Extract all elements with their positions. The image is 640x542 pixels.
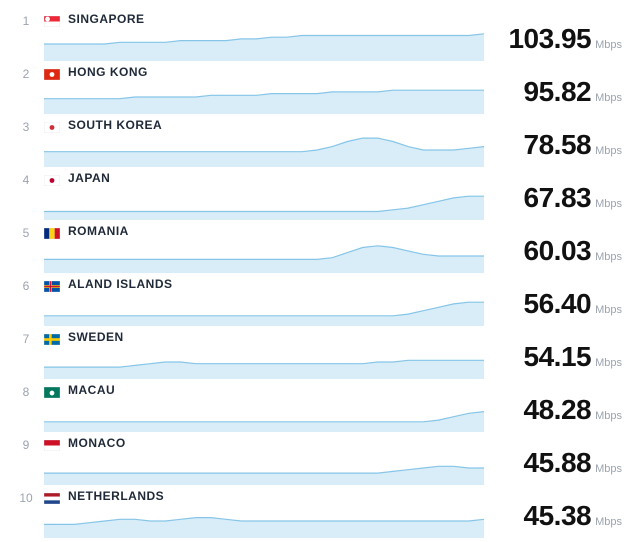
sparkline-chart	[44, 133, 484, 167]
ranking-row: 8 MACAU 48.28 Mbps	[0, 379, 640, 432]
speed-value-group: 103.95 Mbps	[494, 17, 622, 53]
flag-icon	[44, 173, 60, 184]
speed-value-group: 45.38 Mbps	[494, 494, 622, 530]
flag-icon	[44, 279, 60, 290]
speed-value-group: 67.83 Mbps	[494, 176, 622, 212]
row-body: ROMANIA	[44, 220, 484, 273]
ranking-row: 7 SWEDEN 54.15 Mbps	[0, 326, 640, 379]
flag-icon	[44, 438, 60, 449]
speed-unit: Mbps	[595, 251, 622, 263]
flag-icon	[44, 120, 60, 131]
speed-value: 95.82	[524, 78, 592, 106]
country-name: NETHERLANDS	[68, 489, 164, 503]
flag-icon	[44, 332, 60, 343]
ranking-row: 9 MONACO 45.88 Mbps	[0, 432, 640, 485]
country-name: SINGAPORE	[68, 12, 145, 26]
country-name: HONG KONG	[68, 65, 148, 79]
flag-icon	[44, 491, 60, 502]
speed-value: 56.40	[524, 290, 592, 318]
row-body: SWEDEN	[44, 326, 484, 379]
speed-value-group: 45.88 Mbps	[494, 441, 622, 477]
speed-value: 54.15	[524, 343, 592, 371]
sparkline-chart	[44, 292, 484, 326]
flag-icon	[44, 226, 60, 237]
sparkline-chart	[44, 80, 484, 114]
flag-icon	[44, 67, 60, 78]
row-body: MACAU	[44, 379, 484, 432]
rank-number: 7	[12, 326, 40, 346]
speed-value: 60.03	[524, 237, 592, 265]
speed-value: 45.38	[524, 502, 592, 530]
row-body: SOUTH KOREA	[44, 114, 484, 167]
rank-number: 4	[12, 167, 40, 187]
row-body: HONG KONG	[44, 61, 484, 114]
sparkline-chart	[44, 186, 484, 220]
speed-unit: Mbps	[595, 516, 622, 528]
rank-number: 6	[12, 273, 40, 293]
row-body: SINGAPORE	[44, 8, 484, 61]
rank-number: 3	[12, 114, 40, 134]
country-name: SWEDEN	[68, 330, 124, 344]
row-body: NETHERLANDS	[44, 485, 484, 538]
speed-value: 67.83	[524, 184, 592, 212]
speed-ranking-list: 1 SINGAPORE 103.95 Mbps 2 HONG KONG 95.8…	[0, 8, 640, 538]
rank-number: 5	[12, 220, 40, 240]
speed-value: 48.28	[524, 396, 592, 424]
ranking-row: 3 SOUTH KOREA 78.58 Mbps	[0, 114, 640, 167]
speed-unit: Mbps	[595, 145, 622, 157]
rank-number: 9	[12, 432, 40, 452]
ranking-row: 4 JAPAN 67.83 Mbps	[0, 167, 640, 220]
country-name: MACAU	[68, 383, 115, 397]
sparkline-chart	[44, 451, 484, 485]
speed-unit: Mbps	[595, 304, 622, 316]
speed-value-group: 78.58 Mbps	[494, 123, 622, 159]
sparkline-chart	[44, 398, 484, 432]
speed-unit: Mbps	[595, 410, 622, 422]
speed-value-group: 60.03 Mbps	[494, 229, 622, 265]
sparkline-chart	[44, 345, 484, 379]
ranking-row: 5 ROMANIA 60.03 Mbps	[0, 220, 640, 273]
row-body: ALAND ISLANDS	[44, 273, 484, 326]
row-body: MONACO	[44, 432, 484, 485]
rank-number: 8	[12, 379, 40, 399]
ranking-row: 6 ALAND ISLANDS 56.40 Mbps	[0, 273, 640, 326]
rank-number: 1	[12, 8, 40, 28]
country-name: MONACO	[68, 436, 126, 450]
speed-unit: Mbps	[595, 198, 622, 210]
speed-value-group: 95.82 Mbps	[494, 70, 622, 106]
speed-value-group: 54.15 Mbps	[494, 335, 622, 371]
speed-value-group: 48.28 Mbps	[494, 388, 622, 424]
speed-unit: Mbps	[595, 357, 622, 369]
speed-value: 103.95	[508, 25, 591, 53]
sparkline-chart	[44, 27, 484, 61]
speed-unit: Mbps	[595, 39, 622, 51]
speed-value-group: 56.40 Mbps	[494, 282, 622, 318]
flag-icon	[44, 385, 60, 396]
rank-number: 10	[12, 485, 40, 505]
sparkline-chart	[44, 239, 484, 273]
row-body: JAPAN	[44, 167, 484, 220]
speed-value: 45.88	[524, 449, 592, 477]
ranking-row: 2 HONG KONG 95.82 Mbps	[0, 61, 640, 114]
flag-icon	[44, 14, 60, 25]
country-name: SOUTH KOREA	[68, 118, 162, 132]
speed-value: 78.58	[524, 131, 592, 159]
speed-unit: Mbps	[595, 463, 622, 475]
rank-number: 2	[12, 61, 40, 81]
country-name: ALAND ISLANDS	[68, 277, 173, 291]
ranking-row: 1 SINGAPORE 103.95 Mbps	[0, 8, 640, 61]
country-name: ROMANIA	[68, 224, 129, 238]
sparkline-chart	[44, 504, 484, 538]
speed-unit: Mbps	[595, 92, 622, 104]
country-name: JAPAN	[68, 171, 110, 185]
ranking-row: 10 NETHERLANDS 45.38 Mbps	[0, 485, 640, 538]
